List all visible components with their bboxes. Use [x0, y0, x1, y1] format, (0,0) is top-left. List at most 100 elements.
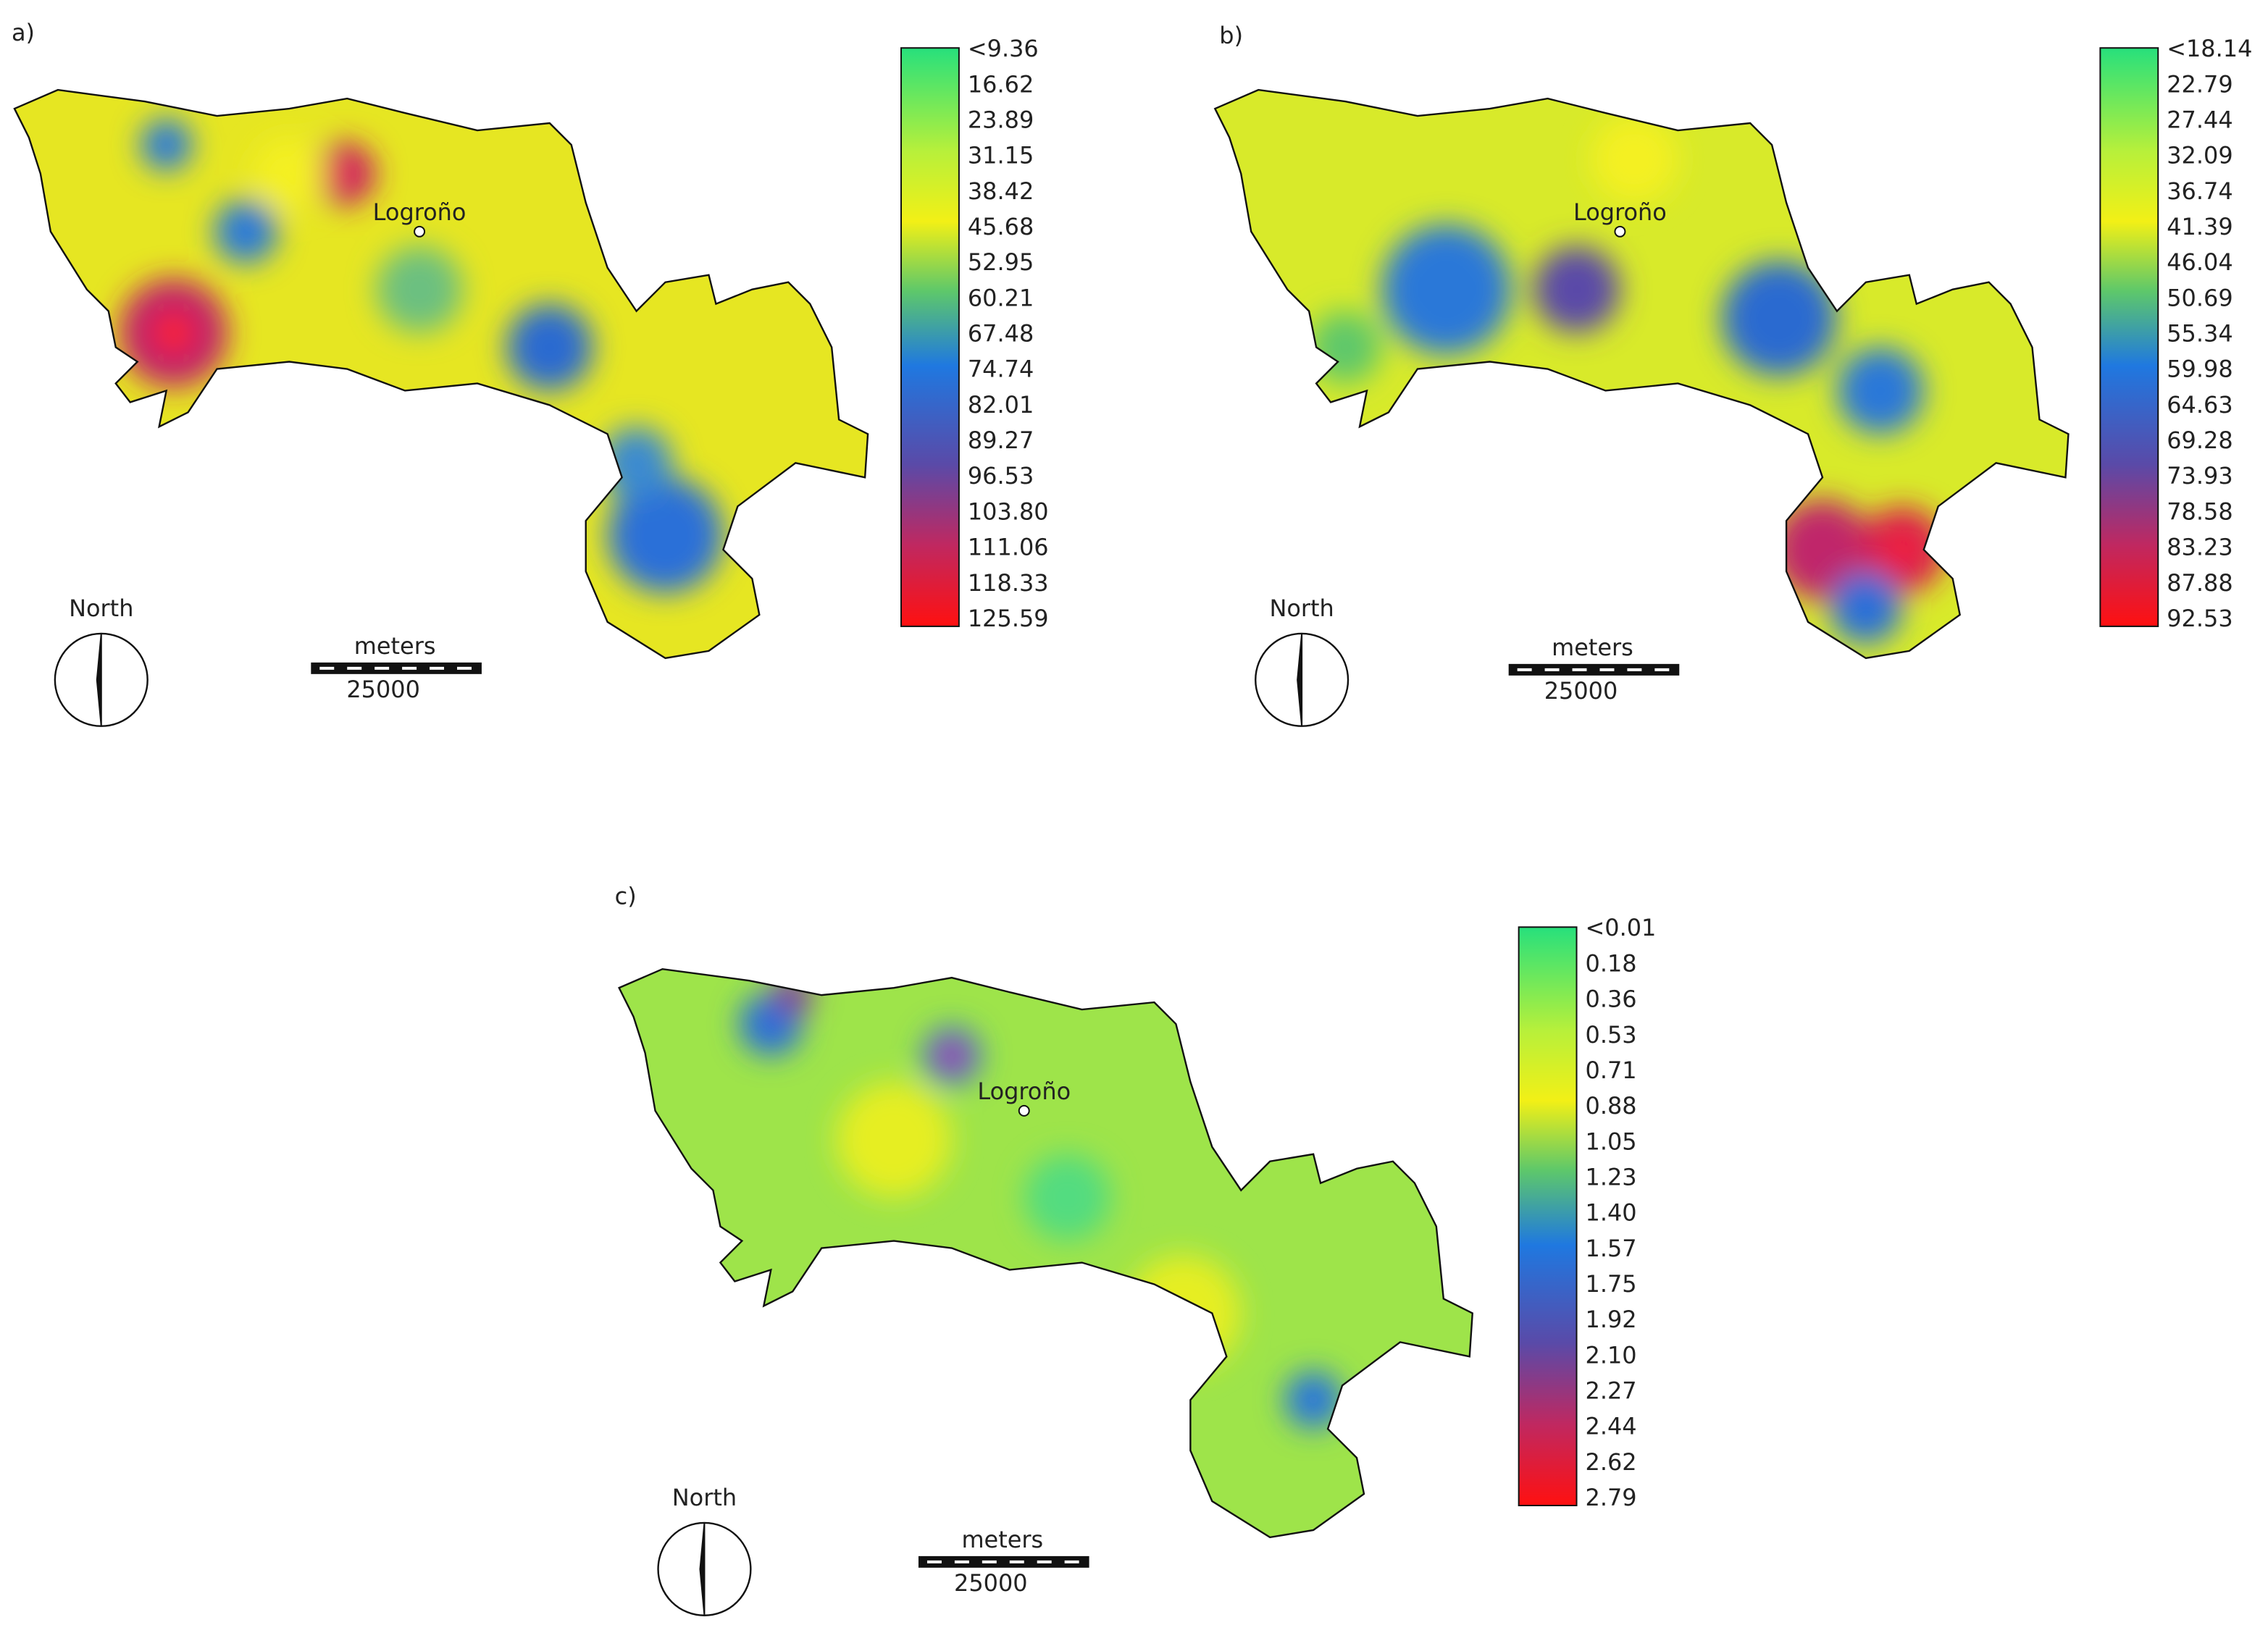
legend-label: 2.79	[1586, 1484, 1637, 1511]
blob	[1125, 1255, 1242, 1372]
north-label: North	[672, 1484, 737, 1511]
blob	[607, 477, 724, 594]
scale-dash	[456, 666, 472, 670]
legend-label: 0.36	[1586, 986, 1637, 1013]
legend-label: 27.44	[2167, 106, 2233, 134]
blob	[1533, 245, 1620, 333]
panel: b) Logroño North meters 25000 <18.14 22.79 27.4…	[1214, 22, 2252, 727]
legend-label: 78.58	[2167, 497, 2233, 525]
scale-dash	[402, 666, 417, 670]
legend-label: 64.63	[2167, 391, 2233, 419]
map-base	[14, 90, 869, 658]
blob	[600, 427, 673, 500]
legend-label: 0.71	[1586, 1057, 1637, 1084]
legend-label: 22.79	[2167, 70, 2233, 98]
scale-bar	[918, 1555, 1089, 1568]
legend-label: 31.15	[968, 142, 1034, 169]
blob	[836, 1081, 952, 1198]
city-label: Logroño	[1573, 198, 1667, 226]
blob	[214, 199, 278, 264]
legend-label: 74.74	[968, 356, 1034, 383]
map-fill	[14, 90, 869, 658]
map-fill	[619, 969, 1473, 1537]
north-arrow	[1297, 633, 1303, 726]
blob	[140, 119, 193, 171]
legend-label: 1.92	[1586, 1306, 1637, 1333]
blob	[1772, 499, 1873, 600]
legend-label: 103.80	[968, 497, 1049, 525]
blob	[1591, 116, 1678, 203]
legend-label: 73.93	[2167, 462, 2233, 490]
scale-dash	[430, 666, 445, 670]
legend-bar	[900, 47, 960, 627]
map: Logroño	[618, 967, 1473, 1539]
scale-dash	[1064, 1560, 1079, 1563]
legend-label: 32.09	[2167, 142, 2233, 169]
scale-unit: meters	[1552, 634, 1633, 661]
legend-label: 118.33	[968, 569, 1049, 597]
scale-bar	[1508, 663, 1680, 676]
scale-distance: 25000	[954, 1569, 1028, 1597]
panel: a) Logroño North meters 25000 <9.36 16.62 23.89…	[12, 19, 1049, 727]
legend-label: 0.18	[1586, 949, 1637, 977]
blob	[1381, 224, 1512, 355]
scale-dash	[1037, 1560, 1052, 1563]
legend-label: 55.34	[2167, 320, 2233, 348]
city-marker	[1018, 1104, 1030, 1117]
legend-label: 2.10	[1586, 1341, 1637, 1369]
legend-label: 1.05	[1586, 1128, 1637, 1155]
blob	[1309, 311, 1381, 384]
scale-dash	[1009, 1560, 1024, 1563]
scale-unit: meters	[354, 632, 436, 660]
north-label: North	[1269, 595, 1334, 622]
scale-distance: 25000	[1544, 677, 1618, 705]
scale-dash	[954, 1560, 969, 1563]
blob	[253, 138, 326, 210]
map-fill	[1215, 90, 2069, 658]
legend-label: 89.27	[968, 427, 1034, 454]
legend-label: 2.44	[1586, 1413, 1637, 1440]
blob	[1284, 1371, 1343, 1429]
city-marker	[1614, 225, 1626, 238]
legend-label: 111.06	[968, 534, 1049, 561]
legend-label: <9.36	[968, 35, 1039, 62]
legend-label: 1.40	[1586, 1199, 1637, 1227]
north-label: North	[69, 595, 133, 622]
scale-dash	[1627, 668, 1642, 671]
blob	[153, 312, 194, 353]
scale-dash	[1572, 668, 1587, 671]
legend-label: 125.59	[968, 605, 1049, 632]
panel-label: b)	[1219, 22, 1243, 49]
legend-label: <18.14	[2167, 35, 2252, 62]
legend-label: 45.68	[968, 213, 1034, 240]
map-blobs	[118, 119, 724, 594]
legend-bar	[2099, 47, 2159, 627]
legend-label: 0.88	[1586, 1092, 1637, 1120]
city-marker	[414, 225, 426, 238]
legend-label: 1.75	[1586, 1270, 1637, 1298]
legend-label: 2.27	[1586, 1377, 1637, 1404]
legend-bar	[1518, 926, 1578, 1506]
map: Logroño	[1214, 88, 2070, 660]
blob	[938, 1043, 965, 1069]
north-arrow	[699, 1522, 706, 1616]
legend-label: 59.98	[2167, 356, 2233, 383]
scale-dash	[347, 666, 362, 670]
panel: c) Logroño North meters 25000 <0.01 0.18 0.36 0.…	[615, 882, 1657, 1616]
scale-dash	[374, 666, 390, 670]
scale-dash	[1544, 668, 1560, 671]
legend-label: 1.57	[1586, 1235, 1637, 1262]
legend-label: 69.28	[2167, 427, 2233, 454]
legend-label: 60.21	[968, 284, 1034, 311]
legend-label: 92.53	[2167, 605, 2233, 632]
scale-bar	[311, 662, 482, 674]
legend-label: 67.48	[968, 320, 1034, 348]
scale-distance: 25000	[346, 676, 420, 703]
scale-dash	[1517, 668, 1532, 671]
scale-dash	[319, 666, 335, 670]
legend-label: <0.01	[1586, 914, 1657, 941]
map-base	[619, 969, 1473, 1537]
legend-label: 16.62	[968, 70, 1034, 98]
legend-label: 87.88	[2167, 569, 2233, 597]
